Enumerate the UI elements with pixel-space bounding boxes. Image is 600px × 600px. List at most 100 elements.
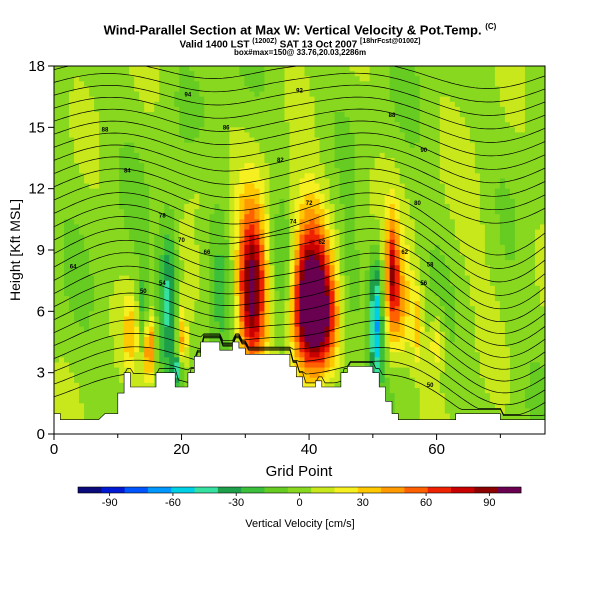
velocity-cell xyxy=(114,76,120,82)
velocity-cell xyxy=(409,127,416,134)
velocity-cell xyxy=(299,106,306,113)
velocity-cell xyxy=(524,168,531,174)
velocity-cell xyxy=(329,285,336,292)
velocity-cell xyxy=(104,152,110,159)
velocity-cell xyxy=(169,214,175,220)
velocity-cell xyxy=(369,285,376,292)
velocity-cell xyxy=(119,122,125,128)
velocity-cell xyxy=(249,209,256,215)
velocity-cell xyxy=(144,122,150,128)
velocity-cell xyxy=(304,204,311,210)
velocity-cell xyxy=(94,188,100,195)
velocity-cell xyxy=(174,81,180,88)
velocity-cell xyxy=(204,86,210,93)
velocity-cell xyxy=(299,321,306,328)
velocity-cell xyxy=(429,142,436,149)
velocity-cell xyxy=(259,229,266,236)
velocity-cell xyxy=(434,301,441,307)
velocity-cell xyxy=(64,193,70,200)
velocity-cell xyxy=(539,255,545,261)
velocity-cell xyxy=(429,127,436,134)
velocity-cell xyxy=(364,106,371,113)
velocity-cell xyxy=(439,86,446,93)
velocity-cell xyxy=(109,188,115,195)
velocity-cell xyxy=(379,91,386,98)
velocity-cell xyxy=(384,86,391,93)
velocity-cell xyxy=(479,234,486,241)
velocity-cell xyxy=(369,91,376,98)
velocity-cell xyxy=(94,290,100,297)
velocity-cell xyxy=(94,86,100,93)
velocity-cell xyxy=(434,117,441,123)
velocity-cell xyxy=(514,280,521,287)
velocity-cell xyxy=(274,275,281,282)
velocity-cell xyxy=(419,214,426,220)
velocity-cell xyxy=(409,306,416,312)
velocity-cell xyxy=(439,193,446,200)
velocity-cell xyxy=(219,275,225,282)
velocity-cell xyxy=(364,321,371,328)
velocity-cell xyxy=(469,260,476,266)
velocity-cell xyxy=(494,311,501,318)
velocity-cell xyxy=(424,301,431,307)
velocity-cell xyxy=(354,142,361,149)
velocity-cell xyxy=(89,152,95,159)
velocity-cell xyxy=(214,142,220,149)
velocity-cell xyxy=(524,81,531,88)
velocity-cell xyxy=(229,117,235,123)
velocity-cell xyxy=(389,117,396,123)
velocity-cell xyxy=(509,275,516,282)
velocity-cell xyxy=(269,209,276,215)
velocity-cell xyxy=(79,301,85,307)
velocity-cell xyxy=(94,152,100,159)
velocity-cell xyxy=(529,316,536,323)
velocity-cell xyxy=(379,260,386,266)
velocity-cell xyxy=(329,178,336,185)
velocity-cell xyxy=(54,173,60,180)
velocity-cell xyxy=(399,127,406,134)
velocity-cell xyxy=(414,301,421,307)
velocity-cell xyxy=(234,178,240,185)
velocity-cell xyxy=(249,193,256,200)
velocity-cell xyxy=(204,112,210,118)
velocity-cell xyxy=(384,244,391,251)
velocity-cell xyxy=(169,285,175,292)
velocity-cell xyxy=(154,152,160,159)
velocity-cell xyxy=(99,163,105,169)
velocity-cell xyxy=(74,214,80,220)
velocity-cell xyxy=(439,137,446,144)
velocity-cell xyxy=(179,91,185,98)
velocity-cell xyxy=(239,76,245,82)
velocity-cell xyxy=(504,270,511,277)
velocity-cell xyxy=(469,188,476,195)
velocity-cell xyxy=(334,117,341,123)
velocity-cell xyxy=(334,183,341,190)
velocity-cell xyxy=(349,219,356,226)
velocity-cell xyxy=(539,306,545,312)
velocity-cell xyxy=(524,66,531,72)
velocity-cell xyxy=(369,255,376,261)
velocity-cell xyxy=(244,81,250,88)
velocity-cell xyxy=(364,137,371,144)
velocity-cell xyxy=(499,229,506,236)
velocity-cell xyxy=(369,198,376,205)
velocity-cell xyxy=(334,86,341,93)
velocity-cell xyxy=(299,280,306,287)
velocity-cell xyxy=(309,244,316,251)
velocity-cell xyxy=(294,137,301,144)
velocity-cell xyxy=(199,183,205,190)
velocity-cell xyxy=(429,290,436,297)
velocity-cell xyxy=(189,106,195,113)
velocity-cell xyxy=(204,270,210,277)
velocity-cell xyxy=(254,280,261,287)
velocity-cell xyxy=(514,71,521,77)
velocity-cell xyxy=(144,71,150,77)
velocity-cell xyxy=(299,132,306,139)
velocity-cell xyxy=(219,234,225,241)
velocity-cell xyxy=(244,285,250,292)
velocity-cell xyxy=(309,163,316,169)
velocity-cell xyxy=(254,127,261,134)
velocity-cell xyxy=(394,306,401,312)
velocity-cell xyxy=(144,158,150,164)
velocity-cell xyxy=(59,204,65,210)
